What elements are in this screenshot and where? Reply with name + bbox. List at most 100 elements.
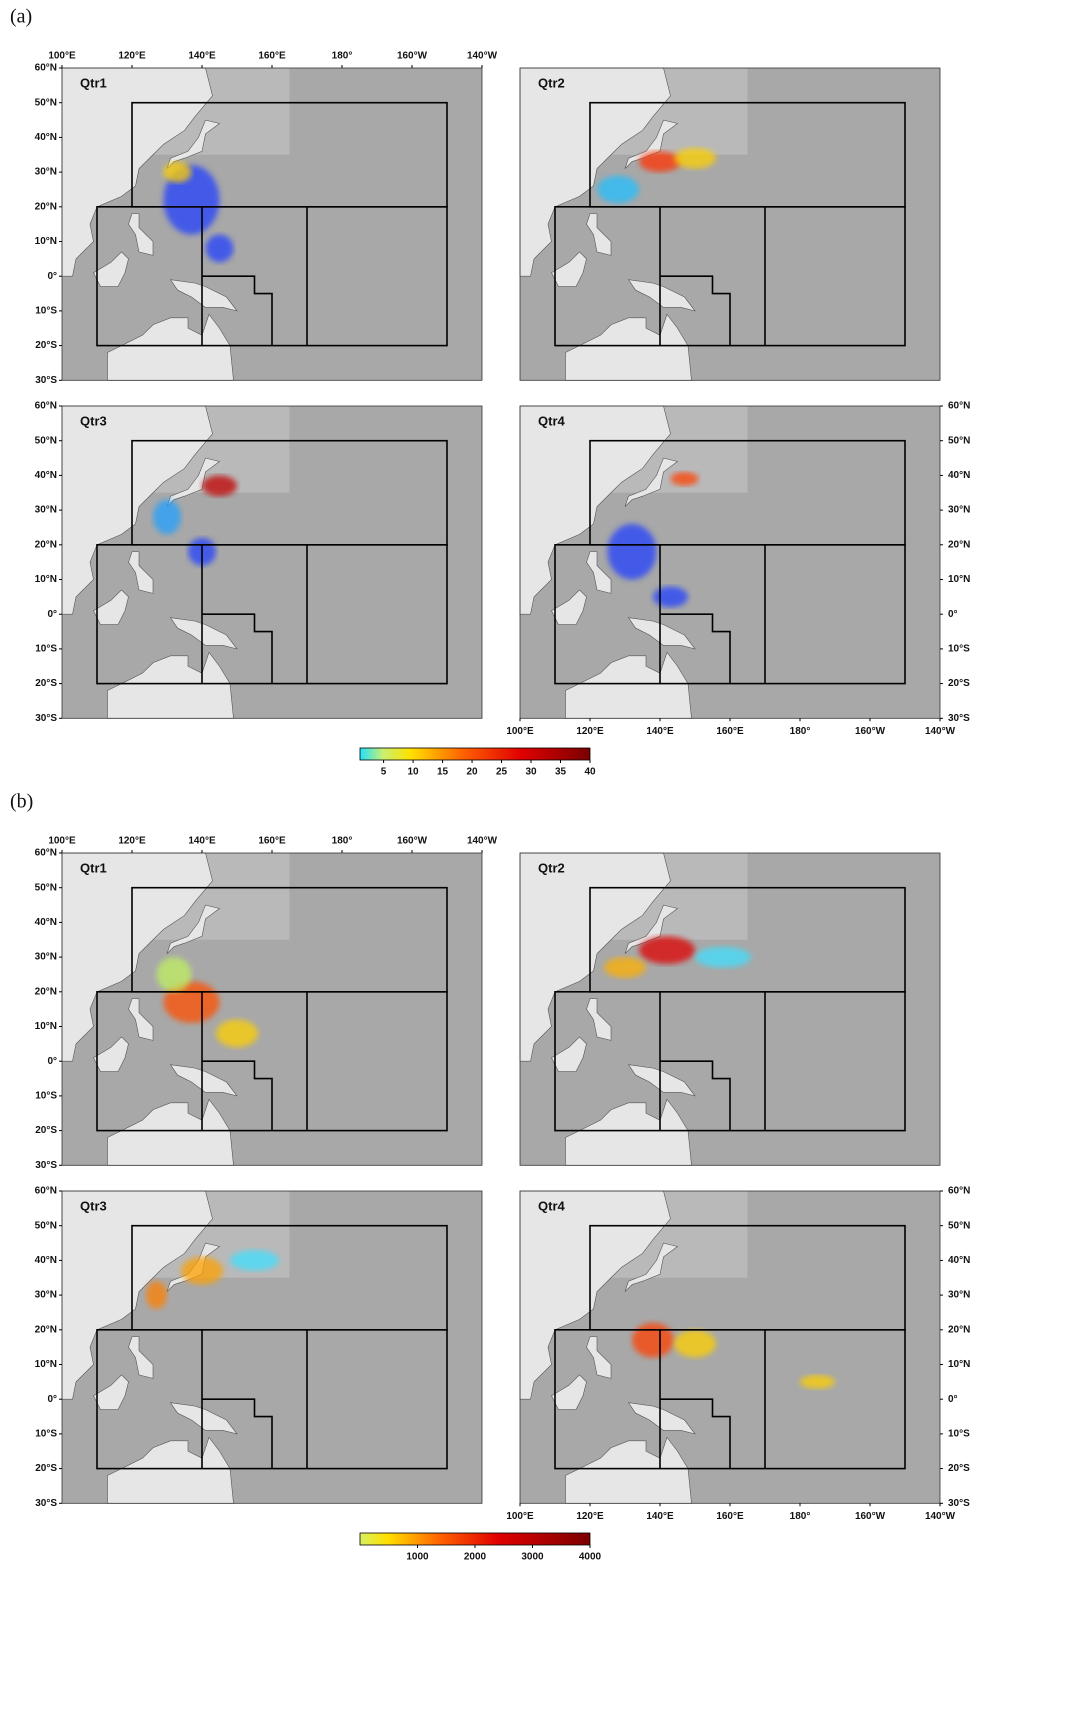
quarter-title: Qtr1 — [80, 75, 107, 90]
lat-tick-label: 30°N — [948, 1290, 970, 1301]
heat-blob — [163, 165, 220, 235]
lat-tick-label: 10°N — [35, 1021, 57, 1032]
region-box — [554, 1329, 906, 1470]
map-frame — [519, 67, 941, 381]
heat-blob — [153, 499, 181, 535]
lon-tick-label: 160°W — [397, 836, 428, 847]
heat-blob — [604, 957, 646, 978]
land — [519, 67, 671, 277]
land — [551, 1374, 587, 1410]
heat-blob — [230, 1249, 279, 1271]
panel-label: (b) — [10, 791, 33, 813]
heat-blob — [146, 1281, 167, 1309]
map-frame — [61, 405, 483, 719]
map — [61, 1190, 483, 1504]
lat-tick-label: 60°N — [35, 401, 57, 412]
region-line — [660, 1060, 731, 1131]
heat-blob — [181, 1256, 223, 1285]
lat-tick-label: 20°N — [35, 1324, 57, 1335]
land — [107, 1098, 234, 1166]
lat-tick-label: 30°S — [948, 1498, 970, 1509]
lat-tick-label: 40°N — [948, 470, 970, 481]
lon-tick-label: 180° — [790, 1511, 811, 1522]
heat-blob — [670, 471, 699, 486]
map — [61, 852, 483, 1166]
land — [107, 1436, 234, 1504]
colorbar-tick-label: 25 — [496, 767, 508, 778]
lon-tick-label: 160°E — [258, 51, 286, 62]
land — [128, 998, 154, 1041]
map — [61, 67, 483, 381]
lat-tick-label: 0° — [948, 609, 958, 620]
map — [519, 852, 941, 1166]
land — [519, 1190, 671, 1400]
lon-tick-label: 140°W — [467, 836, 498, 847]
land — [107, 651, 234, 719]
land — [624, 119, 679, 169]
land — [624, 457, 679, 507]
lat-tick-label: 30°S — [35, 713, 57, 724]
land — [627, 617, 696, 650]
lat-tick-label: 10°N — [35, 574, 57, 585]
lon-tick-label: 160°W — [397, 51, 428, 62]
lat-tick-label: 30°N — [35, 952, 57, 963]
lat-tick-label: 50°N — [948, 435, 970, 446]
colorbar-tick-label: 15 — [437, 767, 449, 778]
lon-tick-label: 140°W — [467, 51, 498, 62]
map — [519, 67, 941, 381]
colorbar-tick-label: 1000 — [406, 1552, 429, 1563]
lon-tick-label: 180° — [332, 51, 353, 62]
lat-tick-label: 50°N — [35, 882, 57, 893]
lat-tick-label: 0° — [47, 609, 57, 620]
lat-tick-label: 30°S — [35, 1160, 57, 1171]
heat-blob — [632, 1322, 674, 1358]
map — [519, 405, 941, 719]
lat-tick-label: 0° — [47, 1394, 57, 1405]
lat-tick-label: 20°N — [948, 539, 970, 550]
heat-blob — [674, 147, 716, 169]
land — [627, 279, 696, 312]
land — [586, 213, 612, 256]
lat-tick-label: 20°S — [35, 678, 57, 689]
land — [61, 852, 213, 1062]
colorbar-tick-label: 10 — [408, 767, 420, 778]
heat-blob — [607, 523, 657, 580]
land — [586, 551, 612, 594]
lat-tick-label: 30°S — [35, 375, 57, 386]
lat-tick-label: 10°S — [35, 1091, 57, 1102]
lon-tick-label: 140°E — [646, 726, 674, 737]
lon-tick-label: 160°E — [258, 836, 286, 847]
land — [519, 405, 671, 615]
land — [169, 1064, 238, 1097]
region-line — [202, 613, 273, 684]
lat-tick-label: 0° — [47, 1056, 57, 1067]
heat-blob — [216, 1019, 258, 1048]
lat-tick-label: 0° — [47, 271, 57, 282]
land — [586, 998, 612, 1041]
heat-blob — [695, 946, 751, 968]
lon-tick-label: 120°E — [576, 726, 604, 737]
land — [551, 251, 587, 287]
colorbar-tick-label: 30 — [525, 767, 537, 778]
lat-tick-label: 40°N — [35, 1255, 57, 1266]
land — [166, 457, 221, 507]
lat-tick-label: 30°S — [948, 713, 970, 724]
lon-tick-label: 100°E — [506, 1511, 534, 1522]
heat-blob — [674, 1329, 716, 1358]
land — [93, 251, 129, 287]
region-line — [202, 275, 273, 346]
lon-tick-label: 100°E — [48, 836, 76, 847]
lon-tick-label: 140°E — [188, 836, 216, 847]
colorbar-tick-label: 5 — [381, 767, 387, 778]
land — [107, 313, 234, 381]
lat-tick-label: 10°N — [948, 1359, 970, 1370]
map-frame — [61, 1190, 483, 1504]
lat-tick-label: 20°S — [948, 1463, 970, 1474]
lat-tick-label: 10°S — [35, 644, 57, 655]
lat-tick-label: 50°N — [35, 435, 57, 446]
colorbar-tick-label: 35 — [555, 767, 567, 778]
heat-blob — [800, 1374, 835, 1389]
land — [93, 1036, 129, 1072]
lon-tick-label: 140°W — [925, 726, 956, 737]
land — [565, 1098, 692, 1166]
